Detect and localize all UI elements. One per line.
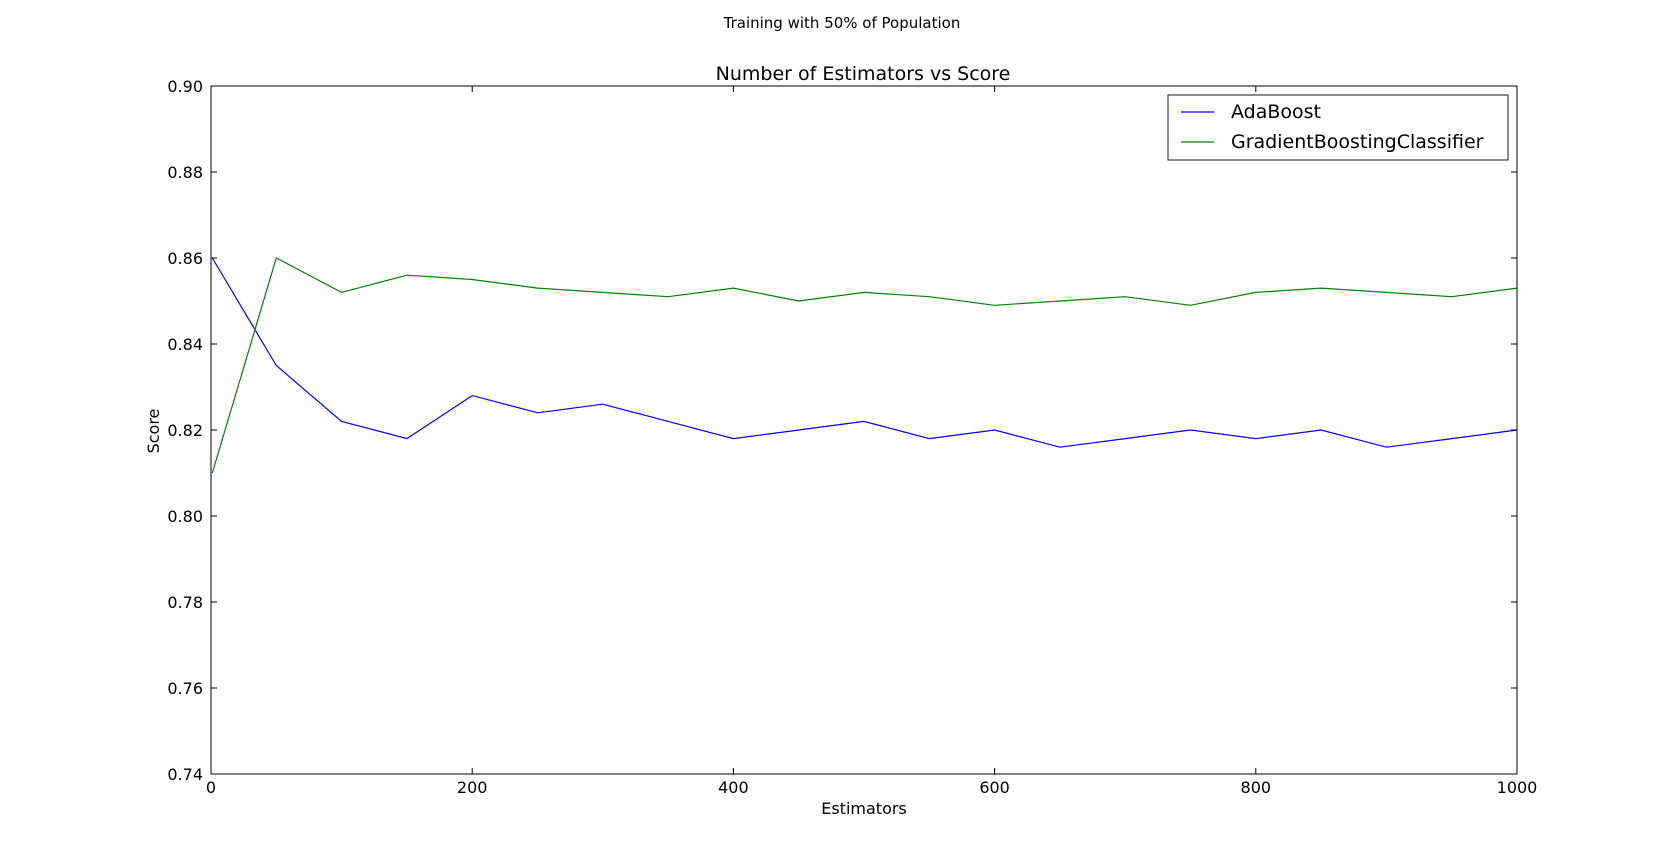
- ticks-layer: 0 200 400 600 800 1000 0.74 0.76 0.78 0.80 0.82 0.8…: [167, 77, 1537, 797]
- legend-box: [1167, 94, 1509, 161]
- chart-title: Number of Estimators vs Score: [716, 63, 1011, 85]
- legend: AdaBoost GradientBoostingClassifier: [1167, 94, 1509, 161]
- y-tick-label: 0.88: [167, 163, 203, 182]
- legend-label-gradientboosting: GradientBoostingClassifier: [1231, 131, 1484, 153]
- y-tick-label: 0.86: [167, 249, 203, 268]
- y-tick-label: 0.80: [167, 507, 203, 526]
- y-axis-label: Score: [144, 409, 163, 454]
- y-tick-label: 0.82: [167, 421, 203, 440]
- figure-suptitle: Training with 50% of Population: [723, 14, 961, 32]
- series-line-adaboost: [211, 257, 1518, 448]
- y-tick-label: 0.74: [167, 765, 203, 784]
- y-tick-label: 0.78: [167, 593, 203, 612]
- plot-area: [211, 86, 1517, 774]
- x-tick-label: 1000: [1497, 778, 1538, 797]
- x-tick-label: 400: [718, 778, 749, 797]
- y-tick-label: 0.84: [167, 335, 203, 354]
- x-tick-label: 0: [206, 778, 216, 797]
- legend-label-adaboost: AdaBoost: [1231, 101, 1321, 123]
- y-tick-label: 0.76: [167, 679, 203, 698]
- x-axis-label: Estimators: [821, 799, 907, 818]
- series-layer: [211, 257, 1518, 474]
- x-tick-label: 800: [1241, 778, 1272, 797]
- y-tick-label: 0.90: [167, 77, 203, 96]
- series-line-gradientboostingclassifier: [211, 257, 1518, 474]
- x-tick-label: 600: [979, 778, 1010, 797]
- x-tick-label: 200: [457, 778, 488, 797]
- plot-frame: [210, 85, 1518, 775]
